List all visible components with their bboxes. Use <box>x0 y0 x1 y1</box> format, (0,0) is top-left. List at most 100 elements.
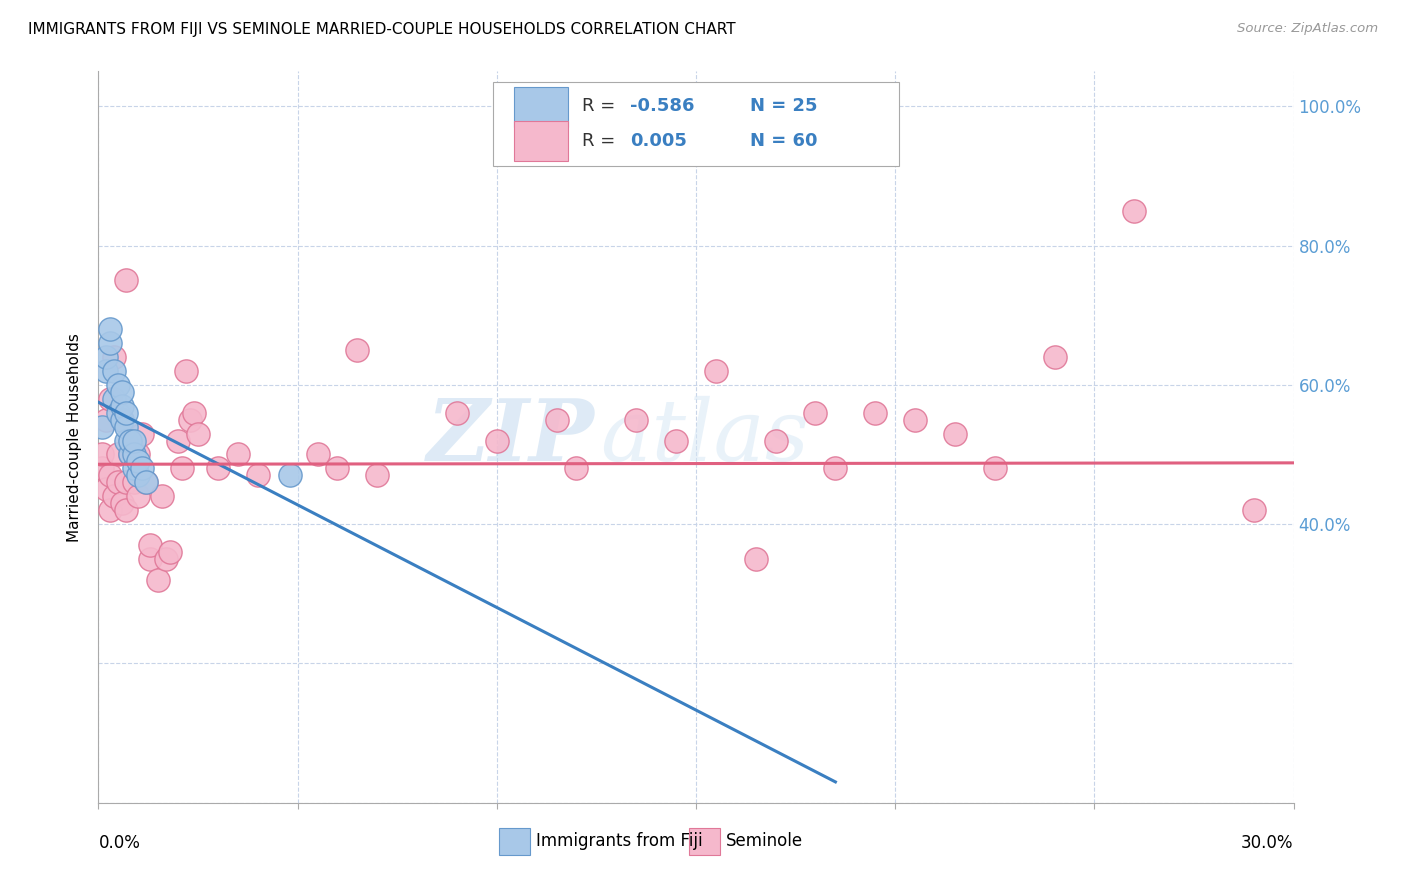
Point <box>1123 203 1146 218</box>
Point <box>346 343 368 357</box>
Point <box>91 461 114 475</box>
Point <box>150 489 173 503</box>
Text: IMMIGRANTS FROM FIJI VS SEMINOLE MARRIED-COUPLE HOUSEHOLDS CORRELATION CHART: IMMIGRANTS FROM FIJI VS SEMINOLE MARRIED… <box>28 22 735 37</box>
Point <box>159 545 181 559</box>
Point <box>226 448 249 462</box>
Point <box>124 461 146 475</box>
Point <box>120 448 142 462</box>
Point <box>765 434 787 448</box>
Point <box>100 468 122 483</box>
Point <box>172 461 194 475</box>
Point <box>100 392 122 406</box>
Point <box>904 412 927 426</box>
Point <box>546 412 568 426</box>
Point <box>824 461 846 475</box>
Point <box>307 448 329 462</box>
Point <box>100 336 122 351</box>
Text: N = 60: N = 60 <box>749 132 817 150</box>
Point <box>704 364 727 378</box>
Point <box>139 552 162 566</box>
Text: 30.0%: 30.0% <box>1241 834 1294 852</box>
Text: ZIP: ZIP <box>426 395 595 479</box>
Text: atlas: atlas <box>600 396 810 478</box>
Point <box>115 273 138 287</box>
FancyBboxPatch shape <box>494 82 900 167</box>
Point <box>127 468 149 483</box>
Point <box>183 406 205 420</box>
Bar <box>515 87 568 127</box>
Point <box>103 350 125 364</box>
Point <box>174 364 197 378</box>
Point <box>446 406 468 420</box>
Text: 0.005: 0.005 <box>630 132 688 150</box>
Point <box>115 475 138 490</box>
Point <box>148 573 170 587</box>
Point <box>96 412 118 426</box>
Point <box>111 412 134 426</box>
Text: R =: R = <box>582 97 616 115</box>
Point <box>91 448 114 462</box>
Point <box>155 552 177 566</box>
Point <box>100 322 122 336</box>
Point <box>745 552 768 566</box>
Point <box>120 448 142 462</box>
Point <box>115 419 138 434</box>
Point <box>167 434 190 448</box>
Text: -0.586: -0.586 <box>630 97 695 115</box>
Text: Immigrants from Fiji: Immigrants from Fiji <box>536 832 703 850</box>
Point <box>187 426 209 441</box>
Text: 0.0%: 0.0% <box>98 834 141 852</box>
Point <box>111 496 134 510</box>
Point <box>863 406 887 420</box>
Point <box>135 475 157 490</box>
Point <box>96 364 118 378</box>
Text: R =: R = <box>582 132 616 150</box>
Point <box>127 489 149 503</box>
Point <box>111 384 134 399</box>
Point <box>1243 503 1265 517</box>
Point <box>96 483 118 497</box>
Bar <box>499 828 530 855</box>
Point <box>127 448 149 462</box>
Point <box>115 406 138 420</box>
Point <box>565 461 588 475</box>
Bar <box>515 121 568 161</box>
Point <box>326 461 349 475</box>
Point <box>107 475 129 490</box>
Point <box>103 364 125 378</box>
Point <box>107 448 129 462</box>
Point <box>179 412 201 426</box>
Point <box>1043 350 1066 364</box>
Point <box>120 434 142 448</box>
Text: Seminole: Seminole <box>725 832 803 850</box>
Point <box>207 461 229 475</box>
Point <box>115 503 138 517</box>
Point <box>103 489 125 503</box>
Point <box>804 406 827 420</box>
Point <box>124 434 146 448</box>
Point <box>103 392 125 406</box>
Text: Source: ZipAtlas.com: Source: ZipAtlas.com <box>1237 22 1378 36</box>
Point <box>107 377 129 392</box>
Point <box>115 434 138 448</box>
Point <box>984 461 1007 475</box>
Point <box>278 468 301 483</box>
Bar <box>689 828 720 855</box>
Point <box>246 468 269 483</box>
Point <box>366 468 388 483</box>
Point <box>485 434 508 448</box>
Point <box>131 426 153 441</box>
Point <box>943 426 966 441</box>
Point <box>91 419 114 434</box>
Point <box>131 461 153 475</box>
Point <box>111 412 134 426</box>
Text: N = 25: N = 25 <box>749 97 817 115</box>
Point <box>124 475 146 490</box>
Point <box>111 399 134 413</box>
Point <box>135 475 157 490</box>
Point <box>626 412 648 426</box>
Point <box>139 538 162 552</box>
Point <box>96 350 118 364</box>
Point <box>100 503 122 517</box>
Point <box>127 454 149 468</box>
